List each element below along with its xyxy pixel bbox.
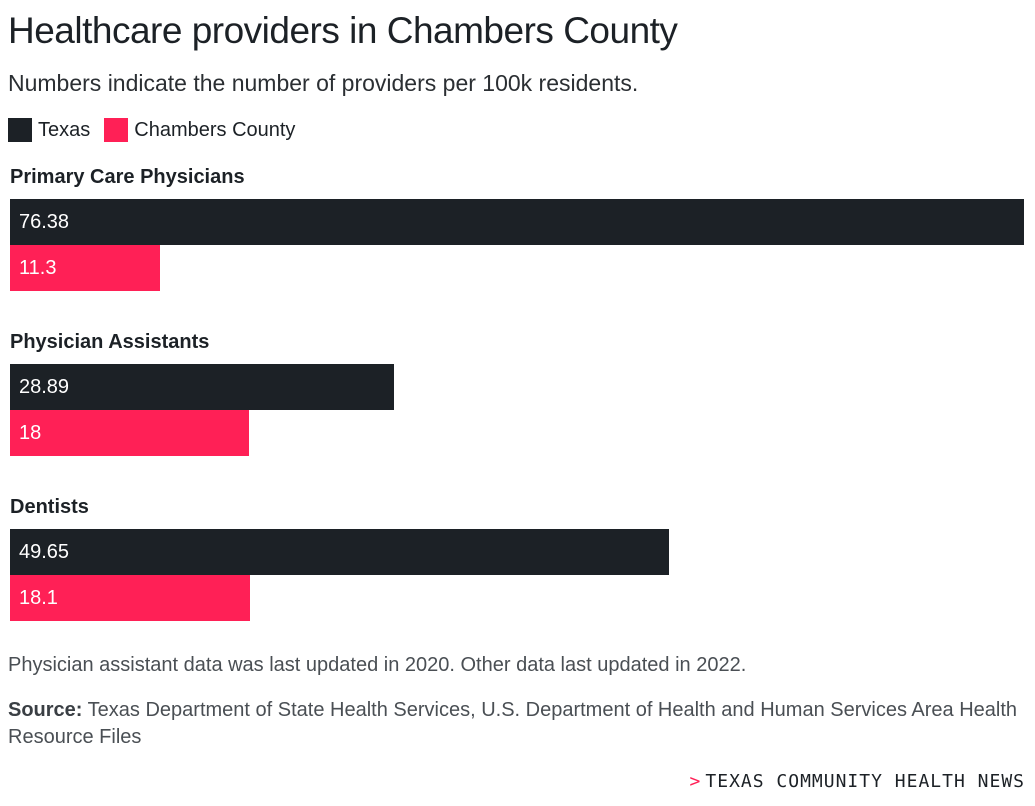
data-label: 18.1 [19, 587, 58, 609]
category-label: Dentists [10, 496, 89, 518]
bar-chambers-county: 18.1 [10, 575, 251, 621]
data-label: 49.65 [19, 541, 70, 563]
source-note: Source: Texas Department of State Health… [8, 697, 1018, 751]
bar-chambers-county: 11.3 [10, 245, 161, 291]
category-label: Primary Care Physicians [10, 166, 245, 188]
legend-label-county: Chambers County [134, 118, 296, 141]
brand-logo: > TEXAS COMMUNITY HEALTH NEWS [690, 771, 1025, 792]
bar-chart: Primary Care Physicians 76.38 11.3 Physicia… [0, 160, 1035, 630]
legend-item-texas: Texas [8, 118, 90, 142]
data-note: Physician assistant data was last update… [8, 654, 747, 676]
legend-item-county: Chambers County [104, 118, 295, 142]
data-label: 18 [19, 422, 42, 444]
brand-name: TEXAS COMMUNITY HEALTH NEWS [705, 771, 1025, 792]
chart-subtitle: Numbers indicate the number of providers… [8, 70, 639, 96]
chart-title: Healthcare providers in Chambers County [8, 10, 678, 51]
bar-chambers-county: 18 [10, 410, 249, 456]
data-label: 11.3 [19, 257, 57, 279]
arrow-icon: > [689, 771, 702, 792]
legend-label-texas: Texas [38, 118, 91, 141]
data-label: 28.89 [19, 376, 70, 398]
source-text: Texas Department of State Health Service… [8, 699, 1018, 748]
legend-swatch-county [104, 118, 129, 142]
legend: Texas Chambers County [8, 118, 309, 142]
legend-swatch-texas [8, 118, 32, 142]
bar-texas: 49.65 [10, 529, 670, 575]
category-label: Physician Assistants [10, 331, 210, 353]
bar-texas: 76.38 [10, 199, 1024, 245]
data-label: 76.38 [19, 211, 70, 233]
source-label: Source: [8, 699, 83, 721]
bar-texas: 28.89 [10, 364, 394, 410]
